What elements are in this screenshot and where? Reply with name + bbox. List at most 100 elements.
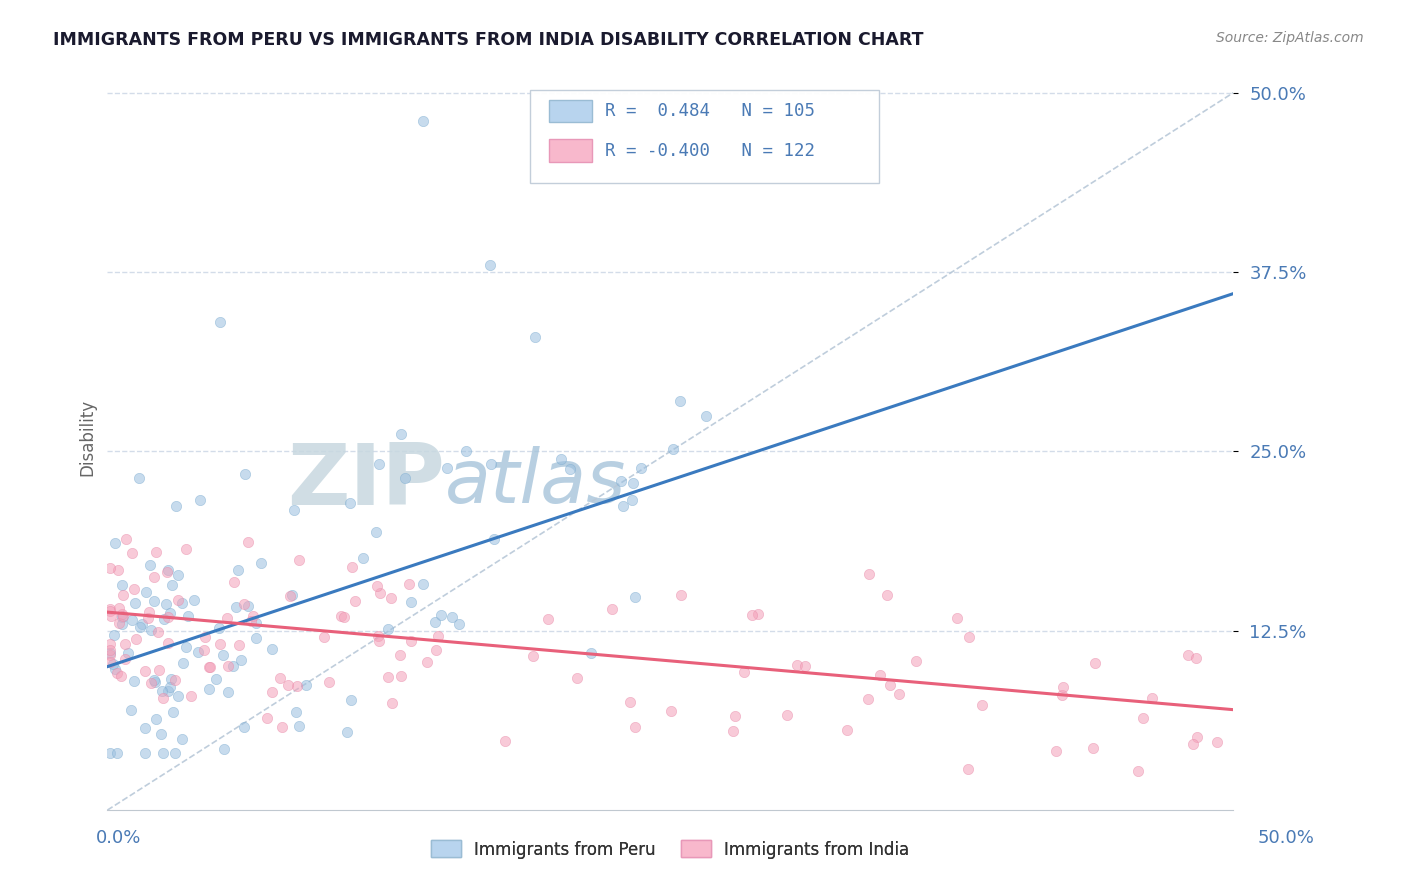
Text: atlas: atlas [446,446,627,518]
Point [1045,744,1067,758]
Point [581,646,603,660]
Point [283,502,305,516]
Point [398,576,420,591]
Point [288,553,311,567]
Point [669,588,692,602]
Point [262,684,284,698]
Point [134,664,156,678]
Point [430,608,453,623]
Text: ZIP: ZIP [287,441,446,524]
Point [659,704,682,718]
Point [879,678,901,692]
Point [142,569,165,583]
Point [367,629,389,643]
Point [623,590,645,604]
Point [138,606,160,620]
Point [163,746,186,760]
Point [146,625,169,640]
Point [156,565,179,579]
Point [269,671,291,685]
Y-axis label: Disability: Disability [79,399,96,475]
Point [412,577,434,591]
Point [103,628,125,642]
Point [281,588,304,602]
Point [695,409,717,423]
Point [416,656,439,670]
Point [110,669,132,683]
Point [312,630,335,644]
Point [172,732,194,747]
Point [160,578,183,592]
Point [152,746,174,760]
Text: R =  0.484   N = 105: R = 0.484 N = 105 [605,102,815,120]
Point [159,680,181,694]
Point [479,258,502,272]
Text: Source: ZipAtlas.com: Source: ZipAtlas.com [1216,31,1364,45]
Point [115,532,138,546]
Point [225,600,247,615]
Point [226,563,249,577]
Point [741,607,763,622]
Point [233,467,256,482]
Point [837,723,859,738]
Point [183,592,205,607]
Point [336,724,359,739]
Point [399,595,422,609]
Point [104,661,127,675]
Point [423,615,446,630]
Point [482,533,505,547]
Point [412,114,434,128]
Point [624,720,647,734]
Point [522,648,544,663]
Text: IMMIGRANTS FROM PERU VS IMMIGRANTS FROM INDIA DISABILITY CORRELATION CHART: IMMIGRANTS FROM PERU VS IMMIGRANTS FROM … [53,31,924,49]
Point [425,642,447,657]
Point [957,762,980,776]
Point [143,673,166,687]
Point [111,610,134,624]
Point [388,648,411,662]
Point [256,711,278,725]
Point [98,637,121,651]
Point [233,597,256,611]
Point [98,602,121,616]
Point [98,603,121,617]
Point [377,670,399,684]
FancyBboxPatch shape [548,139,592,161]
Point [236,535,259,549]
Point [537,612,560,626]
Point [101,657,124,671]
Point [600,601,623,615]
Point [1132,711,1154,725]
Point [180,689,202,703]
Point [377,622,399,636]
Point [441,610,464,624]
Point [177,609,200,624]
Point [724,709,747,723]
Point [1050,688,1073,702]
Point [131,617,153,632]
Point [366,579,388,593]
Point [621,492,644,507]
Point [122,582,145,597]
Point [197,660,219,674]
Point [368,585,391,599]
Text: R = -0.400   N = 122: R = -0.400 N = 122 [605,142,815,160]
Point [668,394,690,409]
Point [342,560,364,574]
Point [277,678,299,692]
Point [287,679,309,693]
Point [108,616,131,631]
Point [98,561,121,575]
Point [165,499,187,513]
Point [262,642,284,657]
FancyBboxPatch shape [530,90,879,184]
Point [856,692,879,706]
Point [1205,735,1227,749]
Point [287,719,309,733]
Point [165,673,187,687]
Point [221,658,243,673]
Point [128,471,150,485]
Point [105,666,128,681]
Point [1084,656,1107,670]
Point [166,567,188,582]
